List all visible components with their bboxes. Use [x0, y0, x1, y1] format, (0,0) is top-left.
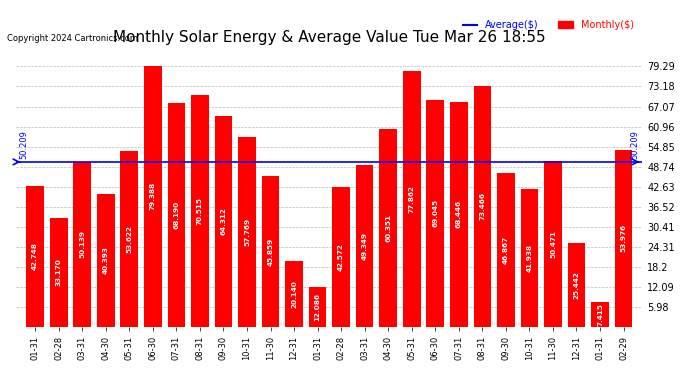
Text: 40.393: 40.393	[103, 246, 109, 274]
Legend: Average($), Monthly($): Average($), Monthly($)	[459, 16, 638, 34]
Bar	[144, 66, 161, 327]
Bar	[380, 129, 397, 327]
Text: 60.351: 60.351	[385, 214, 391, 242]
Text: 69.045: 69.045	[432, 200, 438, 228]
Text: 70.515: 70.515	[197, 197, 203, 225]
Bar	[403, 71, 421, 327]
Text: 25.442: 25.442	[573, 271, 580, 299]
Bar	[121, 151, 138, 327]
Title: Monthly Solar Energy & Average Value Tue Mar 26 18:55: Monthly Solar Energy & Average Value Tue…	[113, 30, 546, 45]
Text: 42.572: 42.572	[338, 243, 344, 271]
Text: 77.862: 77.862	[408, 185, 415, 213]
Text: 41.938: 41.938	[526, 244, 533, 272]
Bar	[426, 100, 444, 327]
Text: 33.170: 33.170	[56, 258, 61, 286]
Bar	[544, 161, 562, 327]
Bar	[450, 102, 468, 327]
Text: 68.446: 68.446	[456, 200, 462, 228]
Text: 57.769: 57.769	[244, 218, 250, 246]
Text: 50.139: 50.139	[79, 230, 86, 258]
Text: 50.209: 50.209	[631, 130, 640, 159]
Bar	[50, 218, 68, 327]
Text: 42.748: 42.748	[32, 243, 38, 270]
Bar	[615, 150, 633, 327]
Bar	[215, 116, 233, 327]
Bar	[97, 194, 115, 327]
Bar	[262, 176, 279, 327]
Text: 68.190: 68.190	[173, 201, 179, 229]
Text: 7.415: 7.415	[597, 303, 603, 326]
Text: 73.466: 73.466	[480, 192, 485, 220]
Text: 53.622: 53.622	[126, 225, 132, 253]
Text: 53.976: 53.976	[620, 224, 627, 252]
Bar	[356, 165, 373, 327]
Bar	[473, 86, 491, 327]
Bar	[238, 137, 256, 327]
Bar	[73, 162, 91, 327]
Bar	[568, 243, 585, 327]
Bar	[191, 95, 209, 327]
Text: 20.140: 20.140	[291, 280, 297, 308]
Text: 45.859: 45.859	[268, 237, 273, 266]
Text: 79.388: 79.388	[150, 182, 156, 210]
Bar	[520, 189, 538, 327]
Text: 46.867: 46.867	[503, 236, 509, 264]
Bar	[285, 261, 303, 327]
Text: 50.471: 50.471	[550, 230, 556, 258]
Text: Copyright 2024 Cartronics.com: Copyright 2024 Cartronics.com	[7, 34, 138, 43]
Bar	[333, 187, 350, 327]
Bar	[26, 186, 44, 327]
Bar	[308, 287, 326, 327]
Text: 49.349: 49.349	[362, 232, 368, 260]
Bar	[591, 302, 609, 327]
Bar	[497, 173, 515, 327]
Bar	[168, 103, 185, 327]
Text: 12.086: 12.086	[315, 293, 321, 321]
Text: 50.209: 50.209	[19, 130, 28, 159]
Text: 64.312: 64.312	[220, 207, 226, 235]
